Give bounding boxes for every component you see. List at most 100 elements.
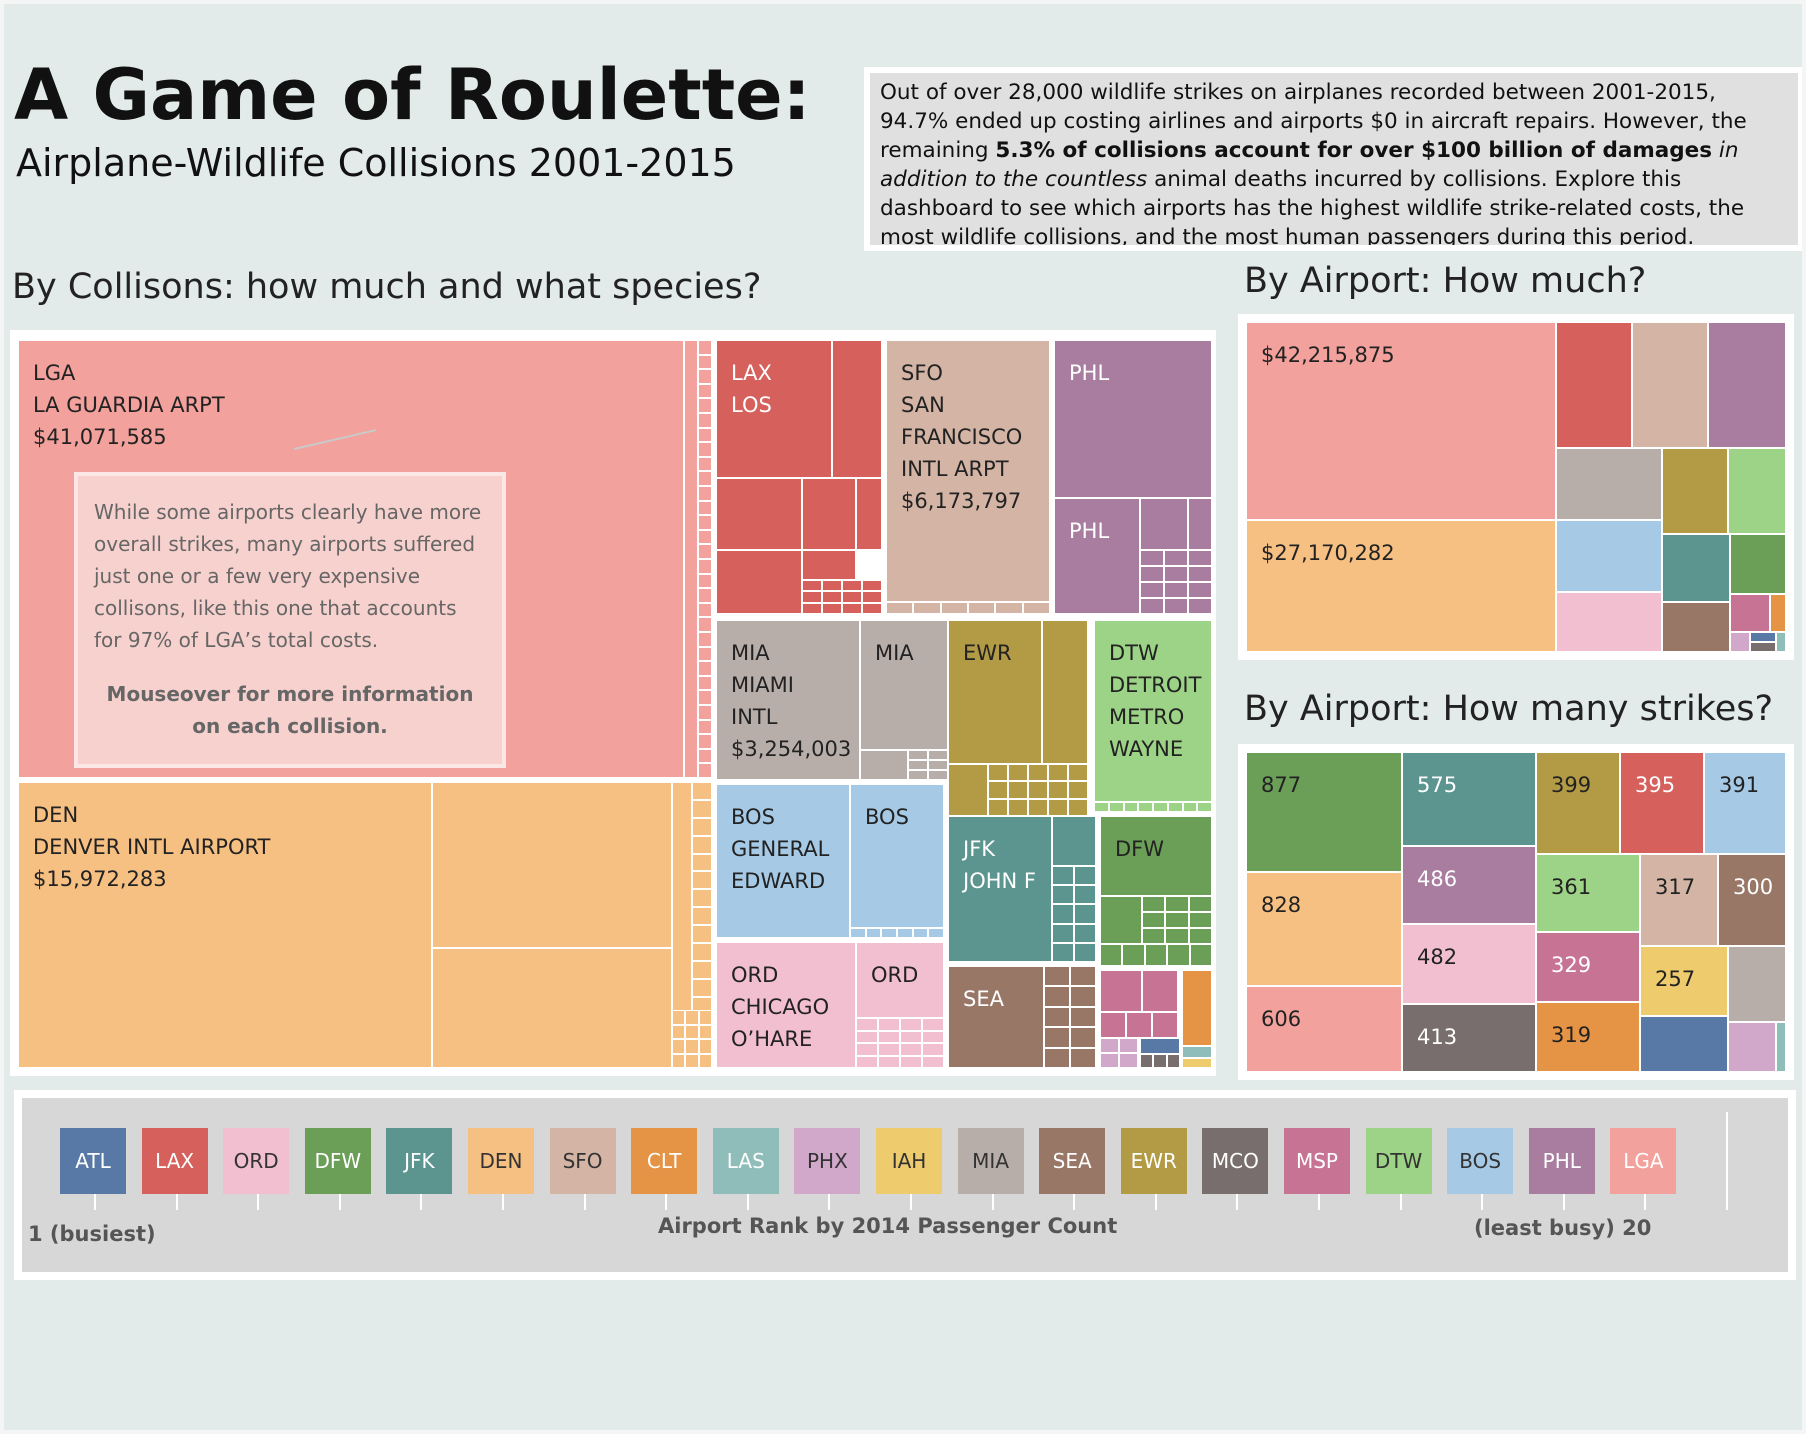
cell-phl-sub[interactable] [1188,582,1212,598]
cell-ord-sub[interactable] [900,1018,922,1031]
cell-lga-sub[interactable] [698,705,712,720]
cell-msp-sub[interactable] [1100,970,1142,1012]
cell-mia[interactable]: MIA MIAMI INTL $3,254,003 [716,620,860,780]
cell-lax-cost[interactable] [1556,322,1632,448]
cell-sfo-sub[interactable] [940,602,968,614]
cell-msp-sub[interactable] [1126,1012,1152,1038]
cell-lga-cost[interactable]: $42,215,875 [1246,322,1556,520]
cell-phl-sub[interactable] [1140,582,1164,598]
cell-msp-sub[interactable] [1142,970,1178,1012]
cell-den-sub[interactable] [692,925,712,943]
cell-lga-sub[interactable] [698,632,712,647]
cell-phl-sub[interactable] [1188,550,1212,566]
cell-sea-strikes[interactable]: 300 [1718,854,1786,946]
cell-dfw-sub[interactable] [1188,912,1212,928]
cell-lax-sub[interactable] [716,478,802,550]
cell-dfw-sub[interactable] [1122,944,1145,966]
cell-phl-strikes[interactable]: 486 [1402,846,1536,924]
cell-lga-sub[interactable] [698,617,712,632]
rank-filter-las[interactable]: LAS [712,1128,779,1194]
cell-den-sub[interactable] [698,1010,712,1025]
cell-den-sub[interactable] [692,907,712,925]
cell-jfk-sub[interactable] [1074,866,1096,886]
cell-phl-cost[interactable] [1708,322,1786,448]
cell-dfw-sub[interactable] [1188,896,1212,912]
cell-ewr-sub[interactable] [948,764,988,816]
rank-filter-iah[interactable]: IAH [876,1128,942,1194]
rank-filter-dfw[interactable]: DFW [304,1128,371,1194]
cell-mia-sub[interactable] [908,770,928,780]
cell-ord-sub[interactable] [878,1018,900,1031]
cell-ewr-strikes[interactable]: 399 [1536,752,1620,854]
cell-phl-sub[interactable] [1164,582,1188,598]
cell-phl-sub[interactable] [1164,550,1188,566]
rank-filter-lga[interactable]: LGA [1610,1128,1677,1194]
cell-msp-cost[interactable] [1730,594,1770,632]
cell-clt-strikes[interactable]: 319 [1536,1002,1640,1072]
rank-filter-mco[interactable]: MCO [1202,1128,1269,1194]
cell-sea-sub[interactable] [1044,1047,1070,1068]
cell-den-sub[interactable] [692,782,712,800]
cell-jfk-sub[interactable] [1052,866,1074,886]
cell-dfw-strikes[interactable]: 877 [1246,752,1402,872]
cell-bos[interactable]: BOS GENERAL EDWARD [716,784,850,938]
cell-bos-sub[interactable] [881,928,897,938]
cell-lga-sub[interactable] [698,661,712,676]
cell-lga-sub[interactable] [698,486,712,501]
cell-dtw-sub[interactable] [1108,802,1124,812]
cell-lga-sub[interactable] [698,398,712,413]
cell-den-sub[interactable] [698,1024,712,1039]
airport-strikes-treemap[interactable]: 877 828 606 575 486 482 413 399 395 391 361 317 300 3… [1238,744,1794,1080]
cell-sea-sub[interactable] [1044,1027,1070,1048]
cell-lga-sub[interactable] [698,529,712,545]
cell-den-sub[interactable] [692,978,712,997]
cell-phl-sub[interactable] [1188,566,1212,582]
rank-filter-ord[interactable]: ORD [223,1128,290,1194]
cell-phl-sub[interactable] [1140,598,1164,614]
cell-ord-sub[interactable] [878,1030,900,1043]
cell-lax-sub[interactable] [832,340,882,478]
rank-filter-sfo[interactable]: SFO [549,1128,616,1194]
cell-ewr-sub[interactable] [1068,798,1088,816]
rank-filter-sea[interactable]: SEA [1039,1128,1106,1194]
cell-sfo-sub[interactable] [886,602,914,614]
cell-den-sub[interactable] [692,835,712,854]
cell-ewr-sub[interactable] [1028,781,1048,799]
rank-filter-phx[interactable]: PHX [794,1128,861,1194]
cell-lax-strikes[interactable]: 395 [1620,752,1704,854]
cell-lga-sub[interactable] [698,588,712,603]
cell-jfk-sub[interactable] [1052,923,1074,943]
cell-phx-sub[interactable] [1119,1053,1138,1068]
cell-lga-sub[interactable] [698,573,712,589]
cell-msp-strikes[interactable]: 329 [1536,932,1640,1002]
cell-bos-sub[interactable] [912,928,929,938]
cell-sea-sub[interactable] [1070,986,1096,1007]
cell-ord[interactable]: ORD CHICAGO O’HARE [716,942,856,1068]
cell-dtw-strikes[interactable]: 361 [1536,854,1640,932]
rank-filter-jfk[interactable]: JFK [386,1128,453,1194]
cell-lga-sub[interactable] [698,748,712,764]
cell-lax-sub[interactable] [842,591,862,603]
cell-sea-sub[interactable] [1044,966,1070,987]
cell-iah-strikes[interactable]: 257 [1640,946,1728,1016]
cell-den-sub[interactable] [685,1010,699,1025]
cell-ord-sub[interactable] [922,1018,944,1031]
cell-lga-sub[interactable] [698,413,712,428]
cell-mia[interactable]: MIA [860,620,948,750]
cell-den-sub[interactable] [672,1024,686,1039]
cell-dfw-sub[interactable] [1165,912,1189,928]
cell-mia-sub[interactable] [928,770,948,780]
cell-ewr-sub[interactable] [988,781,1008,799]
cell-mia-strikes[interactable] [1728,946,1786,1022]
cell-phl[interactable]: PHL [1054,340,1212,498]
cell-lga-sub[interactable] [698,602,712,618]
cell-jfk-sub[interactable] [1074,904,1096,924]
cell-lga-strikes[interactable]: 606 [1246,986,1402,1072]
cell-ord-sub[interactable] [922,1055,944,1068]
cell-den-sub[interactable] [692,960,712,979]
cell-ewr-sub[interactable] [1048,781,1068,799]
cell-dfw-sub[interactable] [1165,896,1189,912]
cell-jfk-sub[interactable] [1052,885,1074,905]
cell-lga-sub[interactable] [698,340,712,355]
cell-clt-cost[interactable] [1770,594,1786,632]
